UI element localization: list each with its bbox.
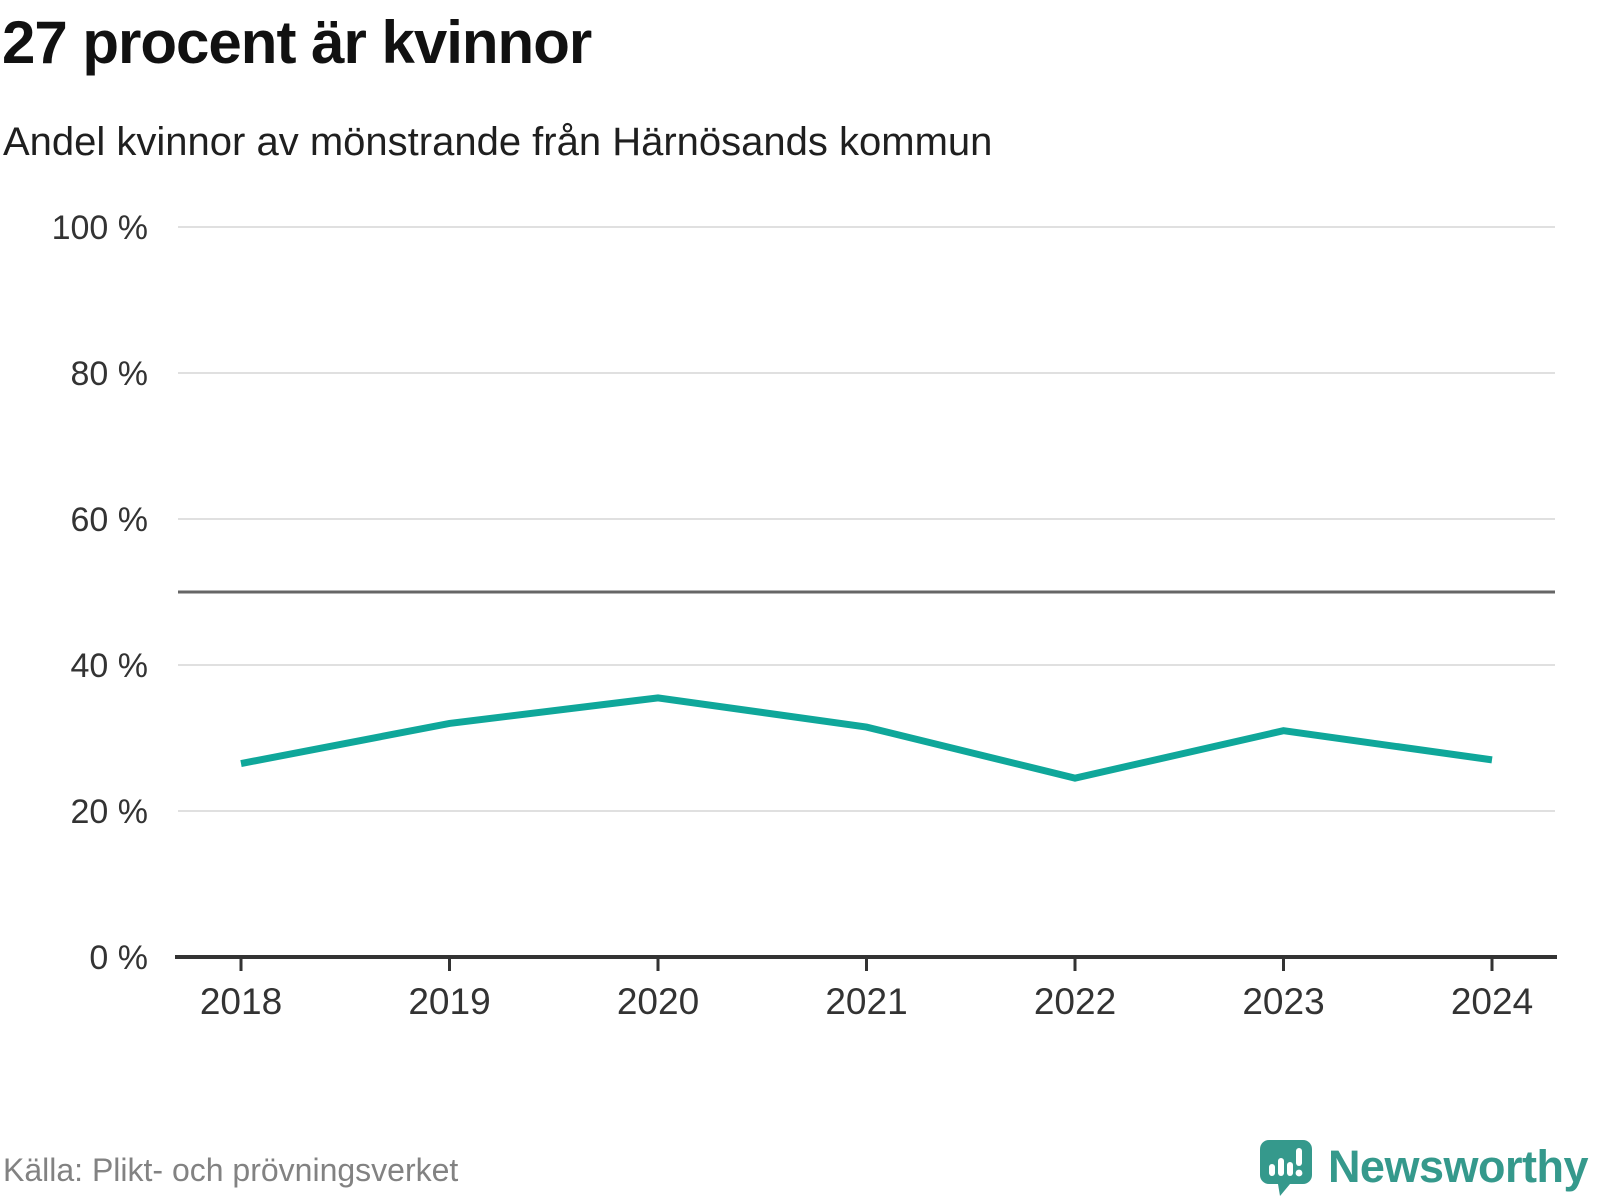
y-axis-label-100: 100 % — [52, 209, 148, 247]
newsworthy-brand: Newsworthy — [1259, 1140, 1589, 1196]
x-axis-label-2019: 2019 — [408, 981, 490, 1022]
x-axis-label-2024: 2024 — [1451, 981, 1533, 1022]
x-axis-label-2022: 2022 — [1034, 981, 1116, 1022]
y-axis-label-80: 80 % — [71, 355, 149, 393]
source-note: Källa: Plikt- och prövningsverket — [3, 1152, 459, 1188]
data-line-series — [240, 694, 1493, 782]
chart-subtitle: Andel kvinnor av mönstrande från Härnösa… — [3, 120, 993, 164]
x-axis-label-2020: 2020 — [617, 981, 699, 1022]
chart-title: 27 procent är kvinnor — [2, 9, 592, 76]
newsworthy-logo-icon — [1259, 1140, 1312, 1196]
x-axis-label-2021: 2021 — [825, 981, 907, 1022]
newsworthy-wordmark: Newsworthy — [1327, 1141, 1589, 1192]
y-axis-label-60: 60 % — [71, 501, 149, 539]
y-axis-label-20: 20 % — [71, 793, 149, 831]
y-axis-label-0: 0 % — [89, 939, 148, 977]
x-axis-label-2018: 2018 — [200, 981, 282, 1022]
x-axis-label-2023: 2023 — [1242, 981, 1324, 1022]
y-axis-label-40: 40 % — [71, 647, 149, 685]
